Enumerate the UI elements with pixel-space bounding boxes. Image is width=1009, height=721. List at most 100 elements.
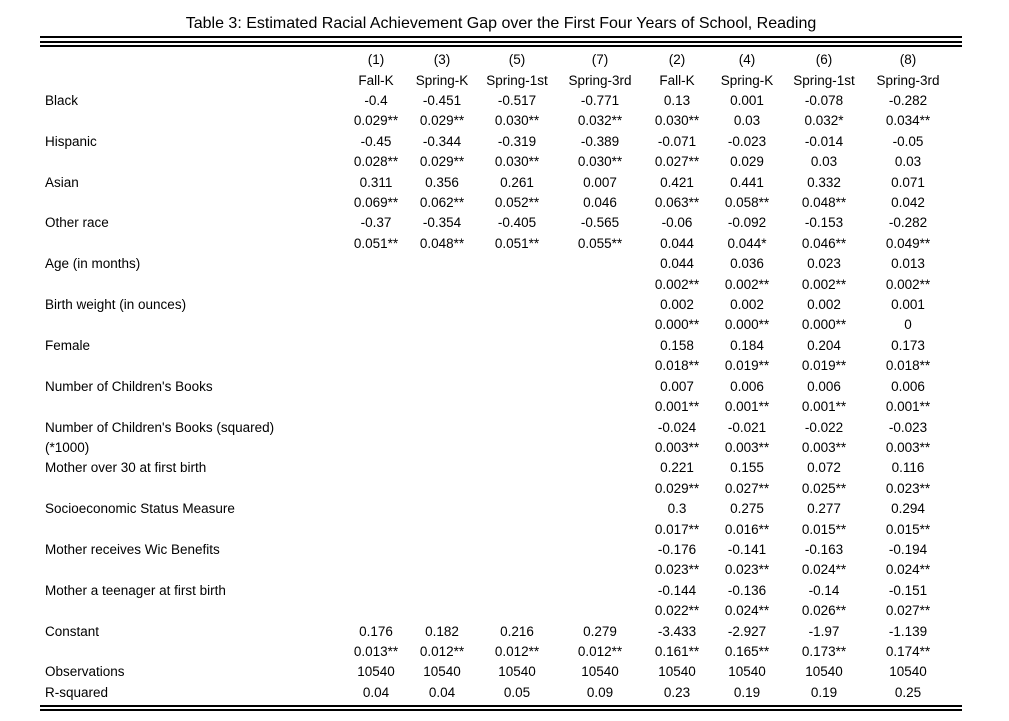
- stderr-row: 0.022** 0.024** 0.026** 0.027**: [40, 601, 962, 621]
- stderr-cell: 0.027**: [654, 154, 700, 170]
- stderr-cell: 0.027**: [724, 480, 770, 496]
- summary-cell: 10540: [423, 664, 461, 680]
- coefficient-cell: [345, 540, 407, 560]
- coefficient-cell: 0.002: [807, 297, 841, 313]
- coefficient-cell: 0.184: [730, 337, 764, 353]
- stderr-cell: [345, 356, 407, 376]
- stderr-cell: 0.018**: [885, 358, 931, 374]
- stderr-row: 0.069** 0.062** 0.052** 0.046 0.063** 0.058**…: [40, 193, 962, 213]
- coefficient-cell: 0.13: [663, 93, 691, 108]
- coefficient-cell: [345, 377, 407, 397]
- coefficient-cell: -0.319: [497, 133, 537, 149]
- coefficient-cell: -1.139: [888, 623, 928, 639]
- stderr-cell: 0.051**: [353, 235, 399, 251]
- row-label: Number of Children's Books (squared): [45, 419, 275, 435]
- stderr-row: 0.028** 0.029** 0.030** 0.030** 0.027** 0.029…: [40, 152, 962, 172]
- stderr-cell: 0.003**: [654, 439, 700, 455]
- coefficient-cell: -0.151: [888, 582, 928, 598]
- coefficient-cell: -0.144: [657, 582, 697, 598]
- coefficient-cell: -0.282: [888, 93, 928, 108]
- coefficient-row: Number of Children's Books (squared) -0.0…: [40, 418, 962, 438]
- column-number: (8): [899, 52, 917, 67]
- stderr-cell: 0.000**: [654, 317, 700, 333]
- coefficient-cell: [477, 418, 557, 438]
- stderr-cell: 0.019**: [724, 358, 770, 374]
- row-label-continuation: [40, 356, 345, 376]
- coefficient-cell: -0.344: [422, 133, 462, 149]
- coefficient-cell: [557, 336, 643, 356]
- stderr-cell: 0.048**: [419, 235, 465, 251]
- spacer-cell: [951, 499, 962, 519]
- spacer-cell: [951, 254, 962, 274]
- coefficient-cell: [477, 581, 557, 601]
- row-label: Mother receives Wic Benefits: [45, 541, 220, 557]
- stderr-cell: 0.016**: [724, 521, 770, 537]
- coefficient-cell: [345, 581, 407, 601]
- row-label: Black: [45, 93, 79, 108]
- stderr-row: (*1000) 0.003** 0.003** 0.003** 0.003**: [40, 438, 962, 458]
- stderr-cell: 0.002**: [724, 276, 770, 292]
- coefficient-cell: 0.001: [730, 93, 764, 108]
- row-label-continuation: [40, 152, 345, 172]
- coefficient-cell: 0.006: [891, 378, 925, 394]
- stderr-cell: [477, 275, 557, 295]
- stderr-cell: 0.023**: [724, 562, 770, 578]
- coefficient-row: Socioeconomic Status Measure 0.3 0.275 0.27…: [40, 499, 962, 519]
- coefficient-cell: 0.002: [660, 297, 694, 313]
- column-label: Spring-1st: [793, 73, 855, 88]
- coefficient-cell: [407, 458, 477, 478]
- stderr-cell: 0.001**: [724, 399, 770, 415]
- stderr-cell: 0.052**: [494, 195, 540, 211]
- coefficient-cell: -0.014: [804, 133, 844, 149]
- coefficient-cell: -0.078: [804, 93, 844, 108]
- summary-cell: 0.19: [733, 684, 761, 700]
- row-label: Observations: [45, 664, 125, 680]
- spacer-cell: [951, 662, 962, 682]
- spacer-cell: [951, 601, 962, 621]
- summary-cell: 10540: [357, 664, 395, 680]
- coefficient-cell: -0.37: [360, 215, 392, 231]
- stderr-cell: [477, 438, 557, 458]
- table-body: Black -0.4 -0.451 -0.517 -0.771 0.13 0.001 -0.0…: [40, 91, 962, 662]
- column-label: Spring-K: [720, 73, 774, 88]
- coefficient-row: Hispanic -0.45 -0.344 -0.319 -0.389 -0.071 -0.…: [40, 132, 962, 152]
- stderr-cell: 0.030**: [654, 113, 700, 129]
- stderr-cell: 0.023**: [885, 480, 931, 496]
- stderr-cell: [407, 601, 477, 621]
- stderr-cell: 0.029**: [419, 113, 465, 129]
- spacer-cell: [951, 642, 962, 662]
- coefficient-cell: [407, 336, 477, 356]
- coefficient-cell: [557, 254, 643, 274]
- stderr-cell: 0.025**: [801, 480, 847, 496]
- coefficient-cell: [557, 499, 643, 519]
- stderr-cell: [407, 315, 477, 335]
- coefficient-cell: 0.3: [667, 501, 687, 517]
- stderr-cell: [407, 520, 477, 540]
- stderr-cell: [345, 520, 407, 540]
- coefficient-cell: -0.194: [888, 541, 928, 557]
- coefficient-cell: -0.06: [661, 215, 693, 231]
- stderr-row: 0.051** 0.048** 0.051** 0.055** 0.044 0.044* 0…: [40, 234, 962, 254]
- stderr-cell: 0.063**: [654, 195, 700, 211]
- stderr-row: 0.001** 0.001** 0.001** 0.001**: [40, 397, 962, 417]
- row-label: Female: [45, 337, 91, 353]
- coefficient-cell: -0.389: [580, 133, 620, 149]
- coefficient-row: Number of Children's Books 0.007 0.006 0.00…: [40, 377, 962, 397]
- coefficient-cell: -0.45: [360, 133, 392, 149]
- row-label-continuation: [40, 479, 345, 499]
- stderr-cell: 0.012**: [494, 643, 540, 659]
- stderr-cell: 0.018**: [654, 358, 700, 374]
- row-label: R-squared: [45, 684, 109, 700]
- stderr-cell: 0.002**: [801, 276, 847, 292]
- stderr-cell: [477, 356, 557, 376]
- coefficient-cell: 0.421: [660, 174, 694, 190]
- stderr-cell: 0.002**: [885, 276, 931, 292]
- stderr-cell: [407, 560, 477, 580]
- stderr-row: 0.017** 0.016** 0.015** 0.015**: [40, 520, 962, 540]
- coefficient-cell: 0.006: [730, 378, 764, 394]
- stderr-cell: 0.024**: [801, 562, 847, 578]
- stderr-cell: 0.062**: [419, 195, 465, 211]
- stderr-cell: 0.161**: [654, 643, 700, 659]
- coefficient-cell: -0.565: [580, 215, 620, 231]
- row-label-continuation: [40, 315, 345, 335]
